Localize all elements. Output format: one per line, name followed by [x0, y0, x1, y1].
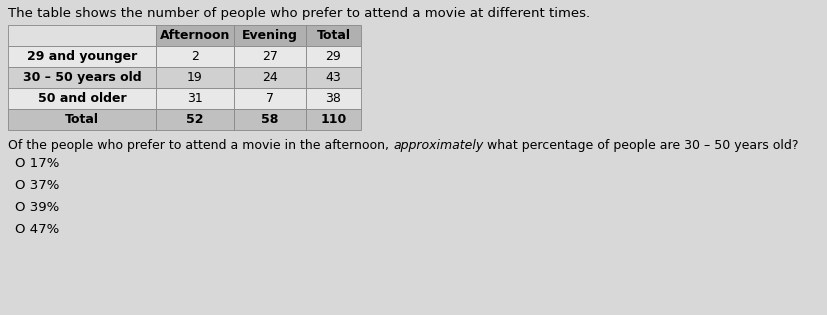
- Bar: [155, 67, 234, 88]
- Bar: [234, 46, 306, 67]
- Bar: [306, 67, 361, 88]
- Bar: [155, 25, 234, 46]
- Bar: [234, 88, 306, 109]
- Bar: [8, 25, 155, 46]
- Text: 7: 7: [265, 92, 274, 105]
- Bar: [8, 88, 155, 109]
- Text: The table shows the number of people who prefer to attend a movie at different t: The table shows the number of people who…: [8, 7, 590, 20]
- Text: O 47%: O 47%: [15, 223, 60, 236]
- Text: 19: 19: [187, 71, 203, 84]
- Text: Total: Total: [65, 113, 99, 126]
- Text: Afternoon: Afternoon: [160, 29, 230, 42]
- Bar: [8, 46, 155, 67]
- Bar: [8, 109, 155, 130]
- Text: 29 and younger: 29 and younger: [26, 50, 137, 63]
- Bar: [155, 46, 234, 67]
- Text: 2: 2: [191, 50, 198, 63]
- Text: Of the people who prefer to attend a movie in the afternoon,: Of the people who prefer to attend a mov…: [8, 139, 393, 152]
- Text: O 37%: O 37%: [15, 179, 60, 192]
- Bar: [306, 88, 361, 109]
- Bar: [234, 67, 306, 88]
- Text: 110: 110: [320, 113, 347, 126]
- Bar: [155, 88, 234, 109]
- Bar: [234, 25, 306, 46]
- Bar: [306, 25, 361, 46]
- Text: O 17%: O 17%: [15, 157, 60, 170]
- Text: 29: 29: [325, 50, 341, 63]
- Text: 58: 58: [261, 113, 279, 126]
- Bar: [8, 67, 155, 88]
- Bar: [234, 109, 306, 130]
- Text: Total: Total: [316, 29, 350, 42]
- Bar: [155, 109, 234, 130]
- Text: 27: 27: [262, 50, 278, 63]
- Text: 52: 52: [186, 113, 203, 126]
- Bar: [306, 109, 361, 130]
- Text: 31: 31: [187, 92, 203, 105]
- Text: 38: 38: [325, 92, 341, 105]
- Text: approximately: approximately: [393, 139, 483, 152]
- Text: Evening: Evening: [241, 29, 298, 42]
- Text: what percentage of people are 30 – 50 years old?: what percentage of people are 30 – 50 ye…: [483, 139, 798, 152]
- Bar: [306, 46, 361, 67]
- Text: 43: 43: [325, 71, 341, 84]
- Text: O 39%: O 39%: [15, 201, 60, 214]
- Text: 50 and older: 50 and older: [38, 92, 127, 105]
- Text: 24: 24: [262, 71, 278, 84]
- Text: 30 – 50 years old: 30 – 50 years old: [22, 71, 141, 84]
